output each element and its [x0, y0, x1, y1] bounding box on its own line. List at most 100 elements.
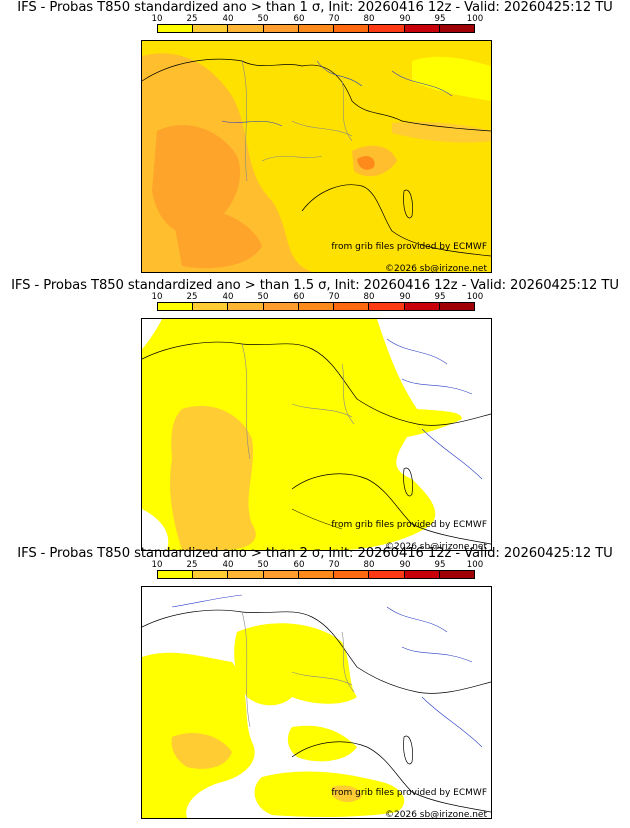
colorbar-label: 70	[328, 14, 340, 24]
colorbar-label: 50	[257, 14, 269, 24]
coastline	[142, 341, 491, 545]
colorbar-label: 95	[434, 14, 446, 24]
colorbar-label: 10	[151, 14, 163, 24]
colorbar-label: 70	[328, 292, 340, 302]
corsica-coast	[403, 467, 413, 497]
colorbar-label: 25	[186, 560, 198, 570]
corsica-coast	[403, 189, 413, 219]
colorbar-label: 40	[222, 14, 234, 24]
colorbar-label: 25	[186, 14, 198, 24]
colorbar-label: 10	[151, 292, 163, 302]
colorbar-swatch	[158, 25, 194, 32]
colorbar	[157, 24, 475, 33]
colorbar-swatch	[263, 571, 299, 578]
prob-field-10	[412, 56, 491, 101]
credit-copyright: ©2026 sb@irizone.net	[385, 810, 487, 819]
prob-field-25	[332, 785, 362, 803]
colorbar-label: 95	[434, 292, 446, 302]
prob-field-25	[171, 732, 232, 769]
borders	[241, 343, 355, 460]
colorbar-swatch	[369, 303, 405, 310]
colorbar-label: 60	[293, 14, 305, 24]
probability-map: from grib files provided by ECMWF ©2026 …	[141, 318, 492, 551]
colorbar-label: 90	[399, 560, 411, 570]
colorbar-swatch	[334, 571, 370, 578]
panel-3: IFS - Probas T850 standardized ano > tha…	[0, 546, 630, 828]
borders	[241, 60, 353, 182]
no-prob-area	[142, 319, 162, 349]
colorbar-labels: 10 25 40 50 60 70 80 90 95 100	[141, 560, 490, 570]
colorbar-label: 40	[222, 292, 234, 302]
prob-field-60	[357, 156, 375, 170]
colorbar-labels: 10 25 40 50 60 70 80 90 95 100	[141, 14, 490, 24]
colorbar-label: 100	[466, 560, 484, 570]
colorbar-swatch	[334, 303, 370, 310]
colorbar-swatch	[228, 303, 264, 310]
probability-map: from grib files provided by ECMWF ©2026 …	[141, 40, 492, 273]
colorbar-label: 80	[363, 292, 375, 302]
colorbar-swatch	[228, 571, 264, 578]
colorbar-label: 60	[293, 292, 305, 302]
coastline	[142, 609, 491, 813]
rivers	[171, 594, 483, 748]
colorbar-label: 90	[399, 292, 411, 302]
colorbar-swatch	[404, 303, 440, 310]
prob-field-10	[234, 623, 357, 706]
colorbar-label: 100	[466, 292, 484, 302]
panel-1: IFS - Probas T850 standardized ano > tha…	[0, 0, 630, 278]
rivers	[386, 338, 483, 480]
colorbar-label: 100	[466, 14, 484, 24]
colorbar-swatch	[193, 571, 229, 578]
credit-copyright: ©2026 sb@irizone.net	[385, 264, 487, 273]
credit-source: from grib files provided by ECMWF	[331, 520, 487, 530]
coastline	[291, 508, 343, 530]
colorbar-label: 80	[363, 560, 375, 570]
credit-source: from grib files provided by ECMWF	[331, 242, 487, 252]
colorbar-label: 25	[186, 292, 198, 302]
prob-field-40	[172, 208, 262, 269]
colorbar-swatch	[158, 571, 194, 578]
colorbar-label: 50	[257, 560, 269, 570]
colorbar-swatch	[193, 25, 229, 32]
colorbar-label: 50	[257, 292, 269, 302]
colorbar-swatch	[404, 571, 440, 578]
colorbar-swatch	[439, 25, 474, 32]
panel-title: IFS - Probas T850 standardized ano > tha…	[11, 278, 619, 293]
colorbar-label: 70	[328, 560, 340, 570]
colorbar-swatch	[263, 25, 299, 32]
coastline	[142, 58, 491, 257]
colorbar-labels: 10 25 40 50 60 70 80 90 95 100	[141, 292, 490, 302]
map-canvas	[142, 41, 491, 272]
prob-field-10	[254, 771, 405, 817]
colorbar-swatch	[193, 303, 229, 310]
colorbar-swatch	[404, 25, 440, 32]
rivers	[221, 60, 453, 127]
colorbar-label: 80	[363, 14, 375, 24]
prob-field-25	[392, 121, 491, 143]
colorbar	[157, 302, 475, 311]
colorbar-label: 10	[151, 560, 163, 570]
panel-2: IFS - Probas T850 standardized ano > tha…	[0, 278, 630, 551]
map-canvas	[142, 587, 491, 818]
colorbar-swatch	[298, 25, 335, 32]
colorbar-label: 40	[222, 560, 234, 570]
colorbar-label: 90	[399, 14, 411, 24]
prob-field-25	[170, 405, 256, 550]
colorbar-swatch	[439, 303, 474, 310]
map-canvas	[142, 319, 491, 550]
colorbar-swatch	[298, 303, 335, 310]
colorbar-swatch	[158, 303, 194, 310]
colorbar-swatch	[228, 25, 264, 32]
panel-title: IFS - Probas T850 standardized ano > tha…	[17, 0, 613, 15]
no-prob-area	[142, 509, 169, 550]
credit-copyright: ©2026 sb@irizone.net	[385, 542, 487, 551]
colorbar-swatch	[439, 571, 474, 578]
colorbar-label: 95	[434, 560, 446, 570]
colorbar-swatch	[298, 571, 335, 578]
credit-source: from grib files provided by ECMWF	[331, 788, 487, 798]
borders	[241, 611, 355, 728]
colorbar-swatch	[334, 25, 370, 32]
corsica-coast	[403, 735, 413, 765]
colorbar-label: 60	[293, 560, 305, 570]
colorbar-swatch	[369, 25, 405, 32]
